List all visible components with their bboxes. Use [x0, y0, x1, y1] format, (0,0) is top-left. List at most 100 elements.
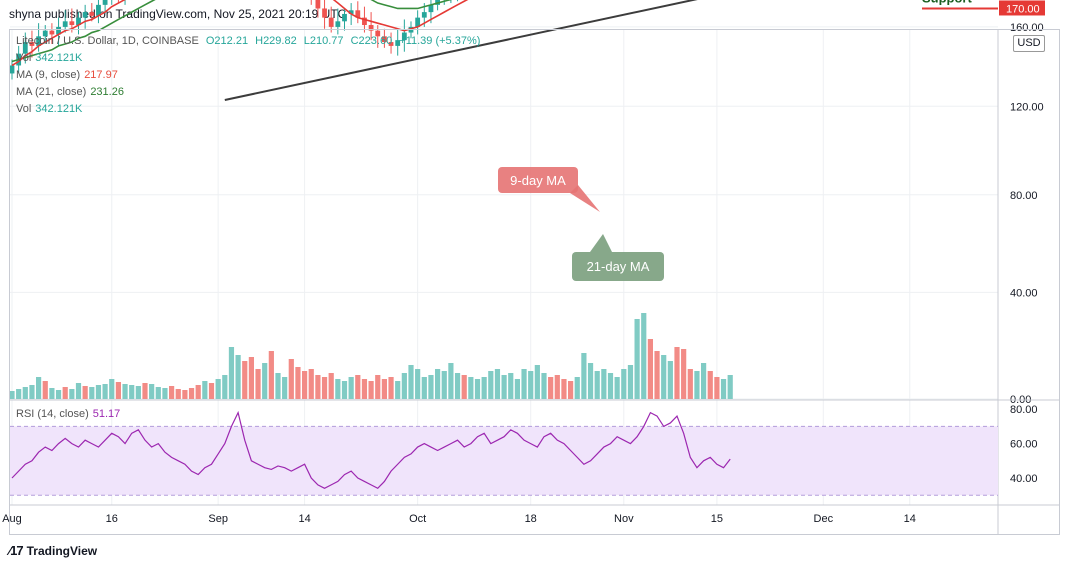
candle: [348, 10, 354, 14]
volume-bar: [361, 379, 368, 399]
volume-bar: [282, 377, 288, 399]
ma21-line: [11, 0, 453, 63]
candle: [56, 26, 61, 35]
volume-bar: [242, 361, 248, 399]
volume-bar: [481, 377, 487, 399]
volume-bar: [448, 363, 454, 399]
volume-bar: [208, 383, 215, 399]
chart-frame: [9, 29, 1060, 535]
candle: [42, 30, 48, 37]
volume-bar: [627, 365, 634, 399]
candle: [415, 17, 421, 27]
volume-bar: [89, 387, 95, 399]
volume-bar: [614, 377, 620, 399]
candle: [9, 65, 15, 74]
symbol-title: Litecoin / U.S. Dollar, 1D, COINBASE: [16, 35, 199, 47]
volume-bar: [634, 319, 640, 399]
volume-bar: [474, 379, 481, 399]
volume-bar: [554, 375, 560, 399]
price-tick-label: 160.00: [1010, 22, 1044, 34]
vol-value: 342.121K: [35, 52, 83, 64]
candle: [421, 12, 427, 18]
volume-bar: [129, 385, 135, 399]
volume-bar: [574, 377, 580, 399]
volume-bar: [461, 375, 467, 399]
volume-bar: [202, 381, 208, 399]
legend-ma21: MA (21, close) 231.26: [16, 86, 124, 98]
volume-bar: [102, 384, 108, 399]
volume-bar: [175, 389, 181, 399]
ma21-label: MA (21, close): [16, 86, 87, 98]
close-value: C223.60: [350, 35, 393, 47]
legend-vol: Vol 342.121K: [16, 52, 82, 64]
high-value: H229.82: [255, 35, 297, 47]
volume-bar: [95, 385, 102, 399]
volume-bar: [468, 377, 474, 399]
candle: [69, 21, 75, 26]
volume-bar: [681, 349, 687, 399]
legend-rsi: RSI (14, close) 51.17: [16, 408, 120, 420]
volume-bar: [22, 387, 28, 399]
ma9-label: MA (9, close): [16, 69, 81, 81]
volume-bar: [494, 369, 501, 399]
volume-bar: [521, 369, 527, 399]
candle: [96, 4, 101, 16]
candle: [401, 32, 407, 41]
candle: [382, 36, 387, 43]
volume-bar: [42, 381, 48, 399]
volume-bar: [142, 383, 148, 399]
volume-bar: [508, 373, 514, 399]
tradingview-logo[interactable]: ⁄17 TradingView: [9, 543, 97, 558]
ma21-value: 231.26: [90, 86, 124, 98]
publisher-line: shyna published on TradingView.com, Nov …: [9, 7, 347, 21]
volume-bar: [55, 390, 62, 399]
volume-bar: [514, 379, 520, 399]
volume-bar: [561, 379, 567, 399]
volume-bar: [162, 388, 168, 399]
rsi-line: [11, 410, 731, 490]
volume-bar: [581, 353, 587, 399]
volume-bar: [302, 371, 308, 399]
candle: [62, 21, 68, 27]
volume-bar: [381, 379, 387, 399]
time-tick-label: Aug: [2, 513, 22, 525]
time-tick-label: 14: [904, 513, 916, 525]
volume-bar: [341, 381, 348, 399]
volume-bar: [607, 373, 614, 399]
ma9-line: [11, 0, 469, 67]
volume-bar: [661, 355, 667, 399]
legend-ma9: MA (9, close) 217.97: [16, 69, 118, 81]
volume-bar: [135, 386, 141, 399]
volume-bar: [295, 367, 301, 399]
ma21-callout-text: 21-day MA: [587, 259, 650, 274]
time-tick-label: 14: [298, 513, 310, 525]
volume-bar: [315, 375, 321, 399]
rsi-label: RSI (14, close): [16, 408, 89, 420]
rsi-band: [10, 426, 998, 496]
candle: [362, 17, 367, 26]
support-label: Support: [922, 0, 972, 5]
volume-bar: [62, 387, 68, 399]
currency-button[interactable]: USD: [1013, 35, 1045, 52]
rsi-tick-label: 80.00: [1010, 404, 1038, 416]
open-value: O212.21: [205, 35, 249, 47]
volume-bar: [415, 369, 421, 399]
volume-bar: [182, 390, 188, 399]
volume-bar: [707, 371, 713, 399]
candle: [36, 36, 41, 46]
volume-bar: [321, 377, 328, 399]
volume-bar: [674, 347, 680, 399]
volume-bar: [308, 369, 314, 399]
volume-bar: [501, 375, 507, 399]
vol-label: Vol: [16, 52, 32, 64]
volume-bar: [275, 373, 281, 399]
time-tick-label: Sep: [208, 513, 228, 525]
channel-lower-line: [224, 0, 698, 102]
time-tick-label: Nov: [614, 513, 634, 525]
volume-bar: [541, 373, 547, 399]
volume-bar: [169, 386, 175, 399]
volume-bar: [228, 347, 235, 399]
ma9-value: 217.97: [84, 69, 118, 81]
legend-ohlc: Litecoin / U.S. Dollar, 1D, COINBASE O21…: [16, 35, 480, 47]
